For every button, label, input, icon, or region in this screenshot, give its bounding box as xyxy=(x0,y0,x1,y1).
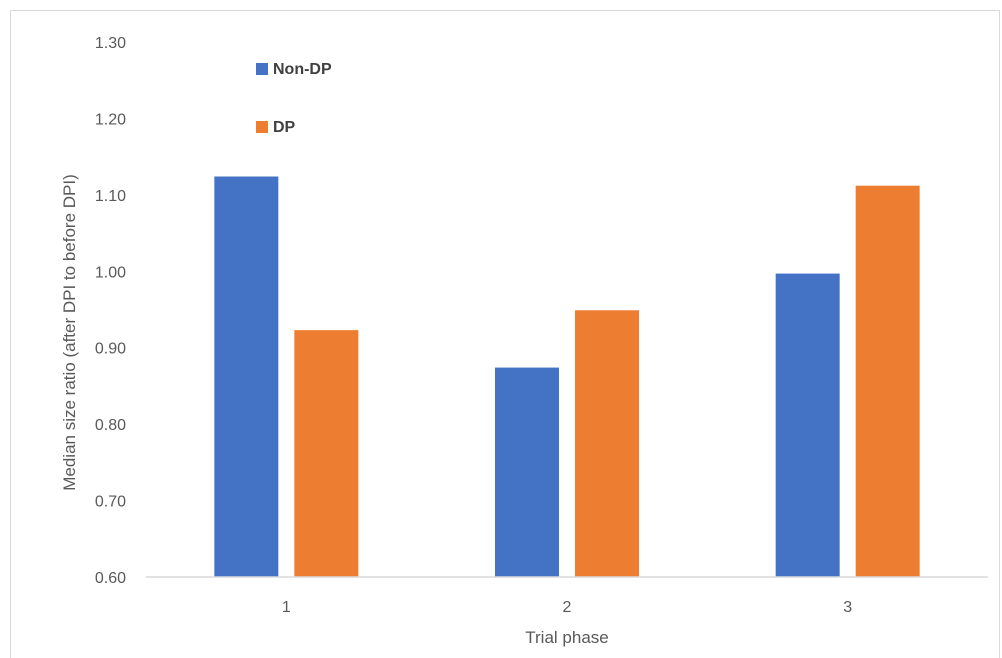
y-tick-label: 0.90 xyxy=(95,341,126,358)
legend: Non-DP DP xyxy=(256,61,332,136)
x-tick-label: 1 xyxy=(282,599,291,616)
y-tick-label: 1.10 xyxy=(95,188,126,205)
y-tick-label: 0.80 xyxy=(95,417,126,434)
bar-non-dp-phase-3 xyxy=(775,273,840,577)
bars xyxy=(214,176,920,577)
y-axis-title: Median size ratio (after DPI to before D… xyxy=(60,174,79,491)
x-tick-label: 3 xyxy=(843,599,852,616)
y-tick-label: 0.60 xyxy=(95,570,126,587)
x-axis-title: Trial phase xyxy=(525,628,608,647)
x-tick-label: 2 xyxy=(563,599,572,616)
y-tick-label: 1.20 xyxy=(95,111,126,128)
chart-frame xyxy=(10,10,1000,658)
y-tick-label: 0.70 xyxy=(95,494,126,511)
legend-label: Non-DP xyxy=(273,61,332,78)
legend-swatch-non-dp xyxy=(256,63,268,75)
bar-dp-phase-3 xyxy=(855,185,920,577)
bar-dp-phase-2 xyxy=(575,310,639,577)
legend-label: DP xyxy=(273,119,296,136)
y-tick-label: 1.30 xyxy=(95,35,126,52)
y-axis-ticks: 0.60 0.70 0.80 0.90 1.00 1.10 1.20 1.30 xyxy=(95,35,126,587)
bar-non-dp-phase-2 xyxy=(495,367,559,577)
bar-non-dp-phase-1 xyxy=(214,176,279,577)
bar-dp-phase-1 xyxy=(294,330,359,577)
x-axis-ticks: 1 2 3 xyxy=(282,599,852,616)
legend-swatch-dp xyxy=(256,121,268,133)
y-tick-label: 1.00 xyxy=(95,264,126,281)
